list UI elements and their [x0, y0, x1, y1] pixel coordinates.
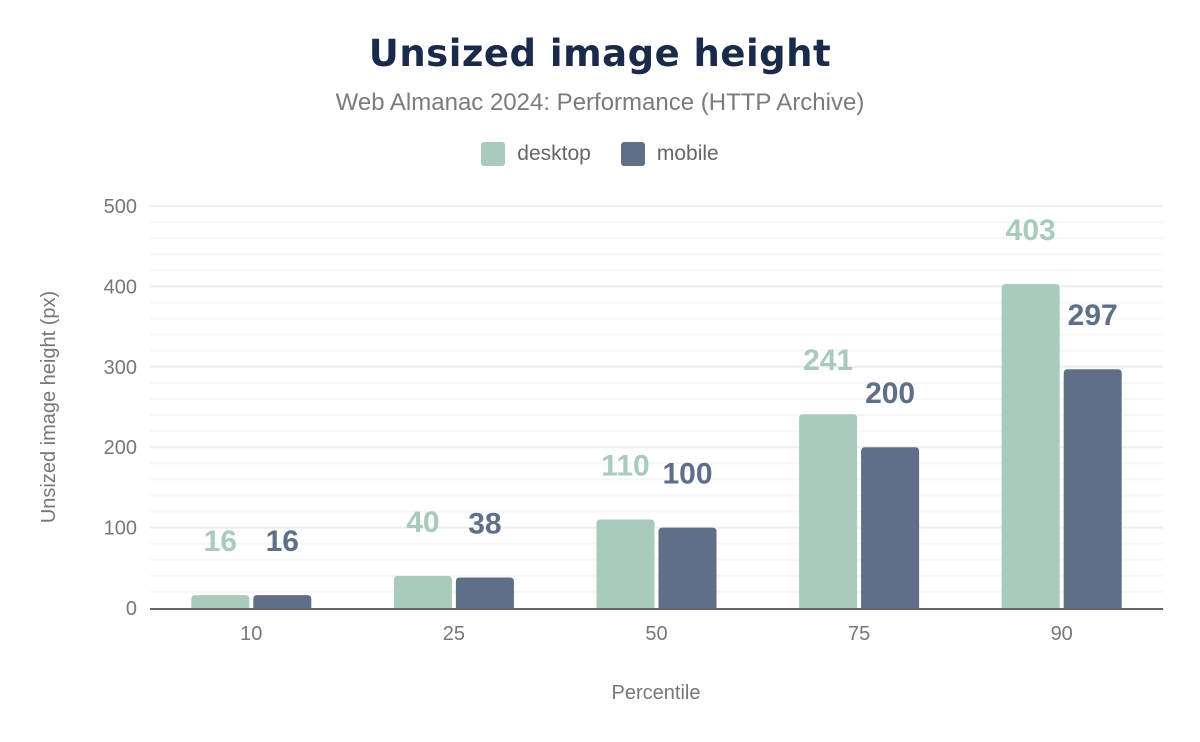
bar-desktop	[191, 595, 250, 608]
x-tick-label: 75	[848, 623, 870, 645]
data-label-mobile: 200	[865, 377, 915, 410]
legend-item-desktop[interactable]: desktop	[481, 142, 591, 166]
bar-desktop	[1001, 283, 1060, 608]
data-label-desktop: 403	[1006, 214, 1056, 247]
y-tick-label: 500	[104, 196, 137, 218]
bar-desktop	[596, 519, 655, 608]
bar-mobile	[455, 577, 514, 608]
bar-mobile	[1063, 369, 1122, 608]
x-tick-label: 50	[645, 623, 667, 645]
legend-swatch-desktop	[481, 142, 506, 166]
x-axis-label: Percentile	[612, 682, 701, 704]
x-tick-label: 90	[1051, 623, 1073, 645]
x-tick-label: 25	[443, 623, 465, 645]
x-tick-label: 10	[240, 623, 262, 645]
bar-desktop	[393, 575, 452, 608]
y-axis-label: Unsized image height (px)	[38, 291, 60, 523]
data-label-mobile: 16	[266, 525, 299, 558]
data-label-desktop: 40	[406, 506, 439, 539]
bar-desktop	[799, 414, 858, 608]
data-label-desktop: 110	[601, 450, 649, 483]
data-label-mobile: 100	[662, 458, 712, 491]
bar-mobile	[861, 447, 920, 608]
y-tick-label: 400	[104, 276, 137, 298]
data-label-desktop: 241	[803, 344, 853, 377]
chart-title: Unsized image height	[368, 32, 832, 75]
y-tick-label: 300	[104, 357, 137, 379]
bar-mobile	[658, 527, 717, 608]
data-label-mobile: 38	[468, 507, 501, 540]
y-tick-label: 200	[104, 437, 137, 459]
legend-item-mobile[interactable]: mobile	[620, 142, 719, 166]
legend-label-desktop: desktop	[517, 142, 591, 165]
legend-swatch-mobile	[620, 142, 645, 166]
bar-mobile	[253, 595, 312, 608]
y-tick-label: 100	[104, 518, 137, 540]
legend-label-mobile: mobile	[656, 142, 719, 165]
legend: desktop mobile	[0, 142, 1200, 166]
chart-subtitle: Web Almanac 2024: Performance (HTTP Arch…	[335, 89, 865, 116]
y-tick-label: 0	[126, 598, 137, 620]
data-label-desktop: 16	[204, 525, 237, 558]
data-label-mobile: 297	[1068, 299, 1118, 332]
